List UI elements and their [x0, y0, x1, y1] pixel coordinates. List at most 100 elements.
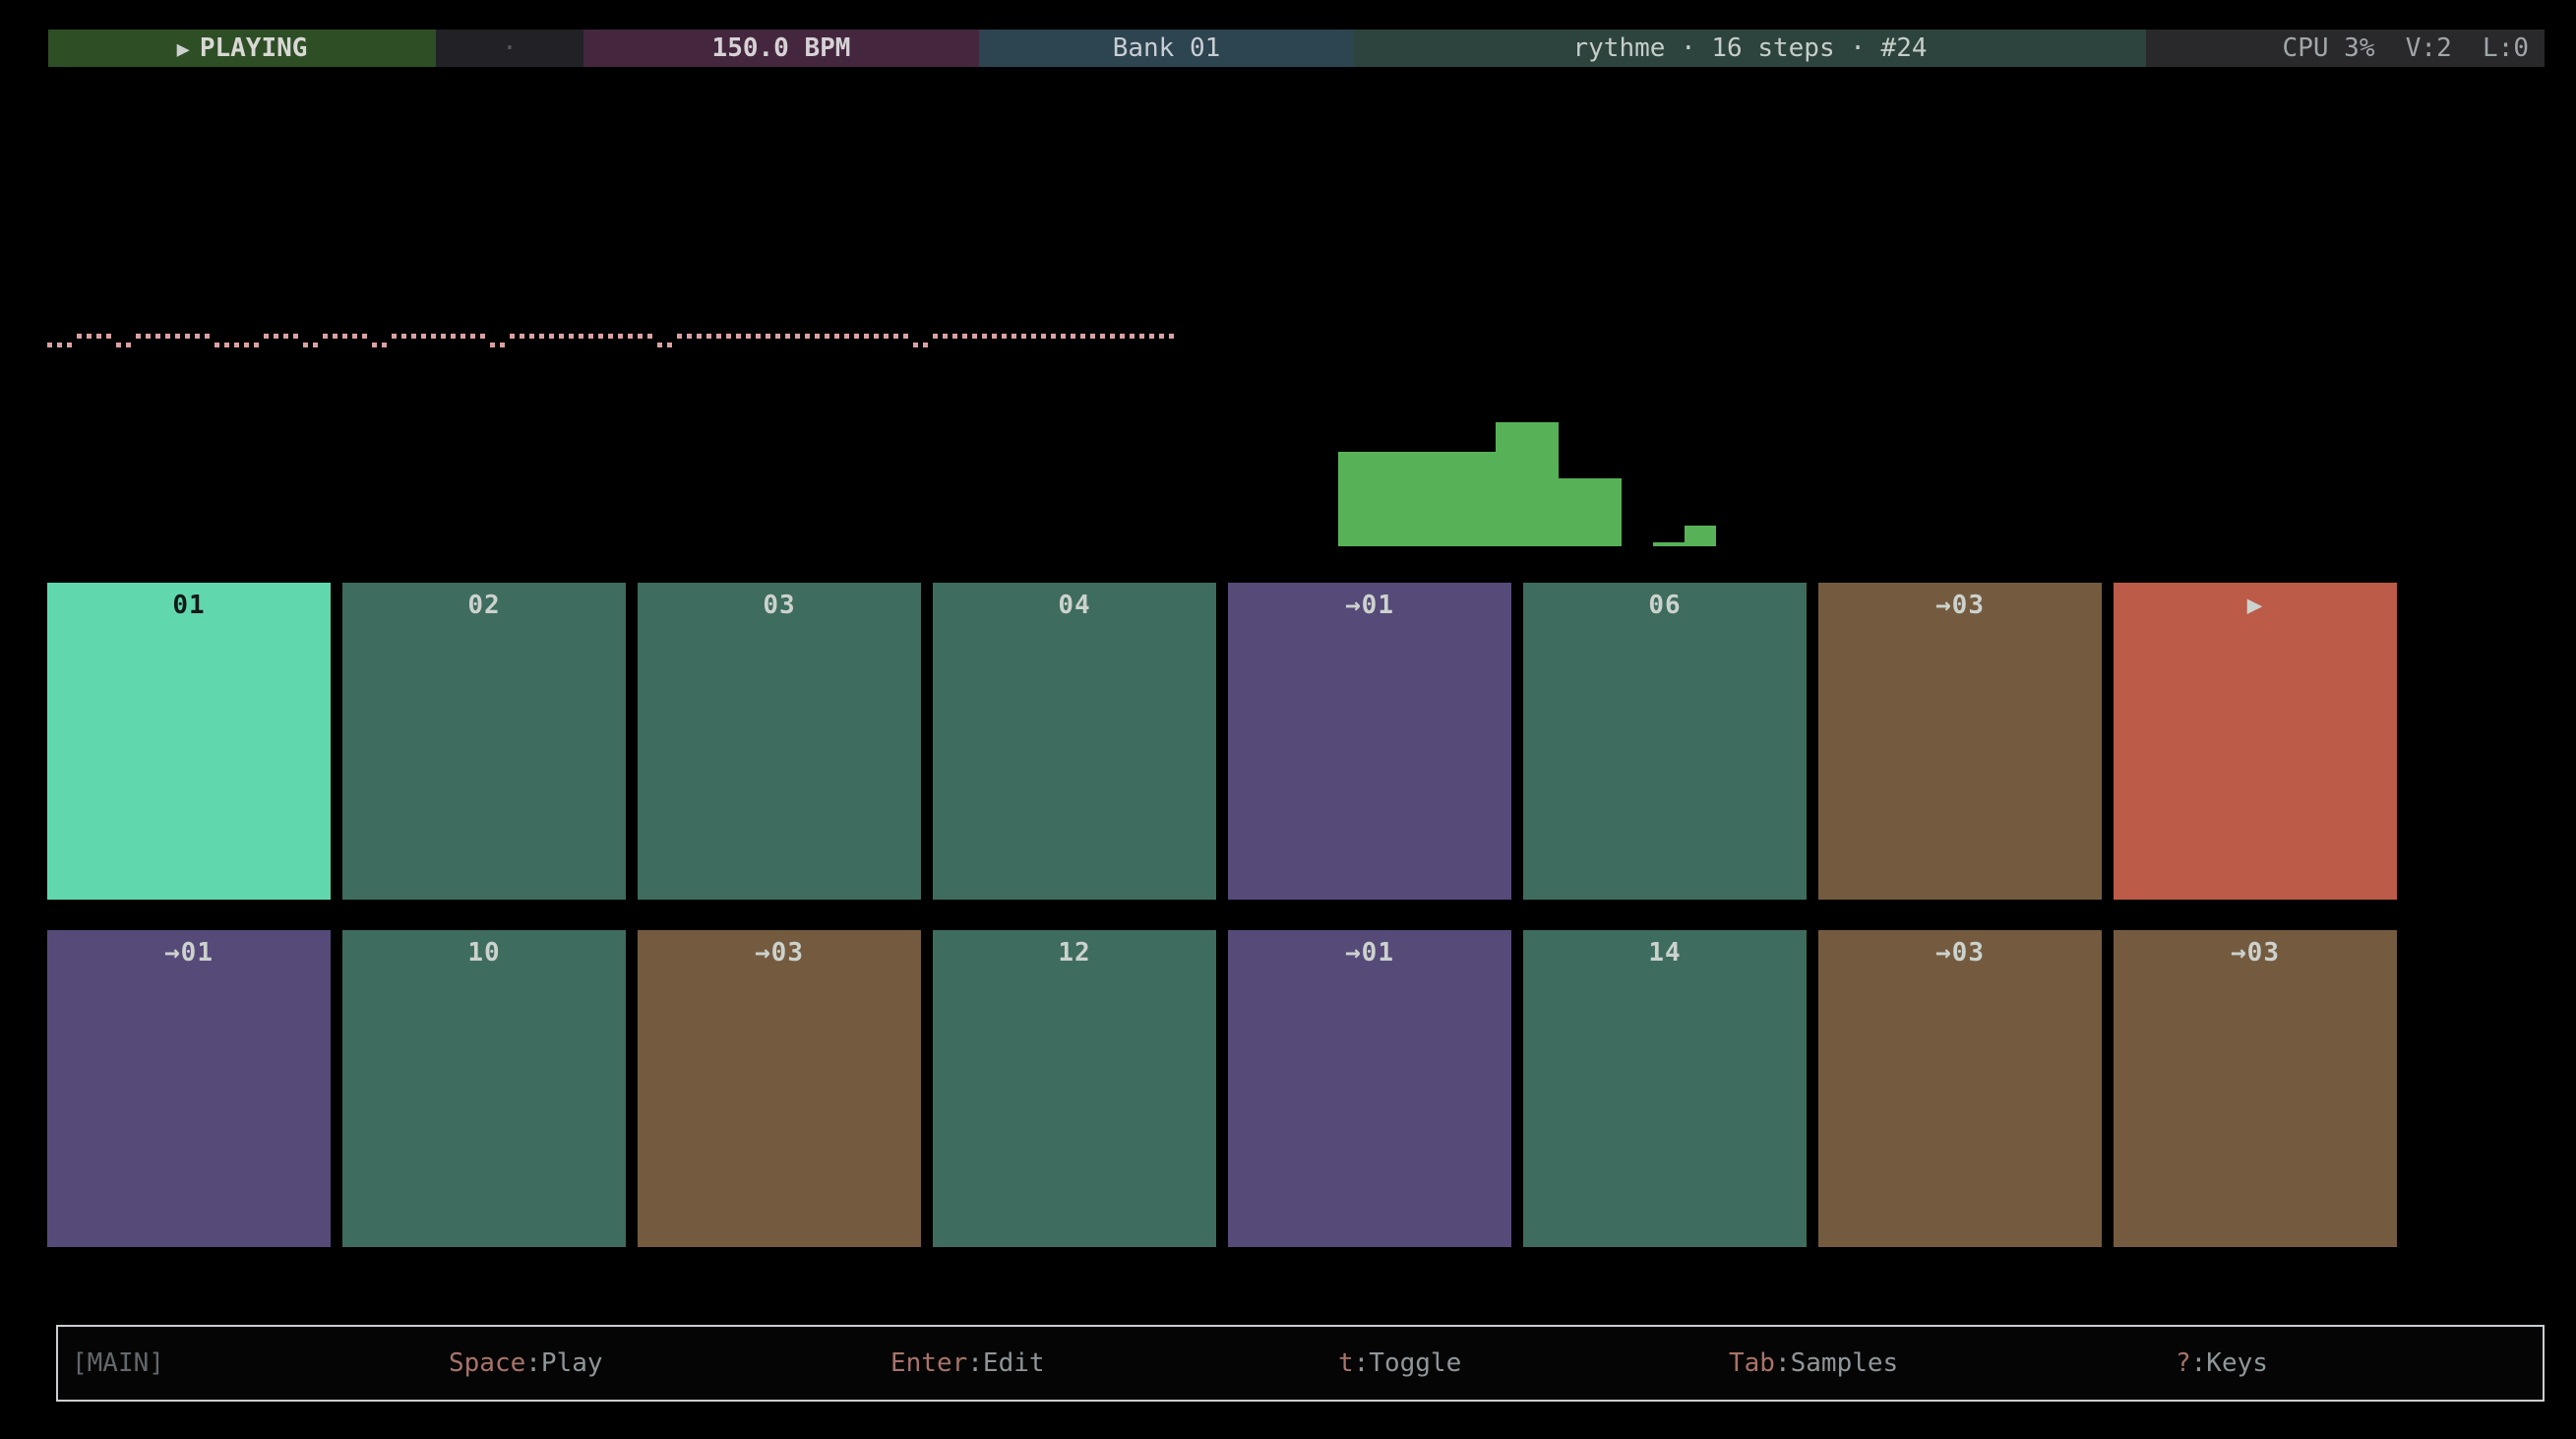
waveform-dot [844, 334, 849, 339]
pad[interactable]: ▶ [2114, 583, 2397, 900]
waveform-dot [264, 334, 269, 339]
waveform-dot [362, 334, 367, 339]
waveform-dot [1080, 334, 1085, 339]
pad-label: →01 [164, 938, 214, 968]
waveform-dot [569, 334, 574, 339]
waveform-dot [155, 334, 160, 339]
hint-key: Enter [890, 1348, 968, 1378]
waveform-dot [746, 334, 751, 339]
transport-label: PLAYING [199, 33, 308, 63]
level-meter [1338, 422, 1716, 546]
waveform-dot [175, 334, 180, 339]
waveform-dot [706, 334, 711, 339]
waveform-dot [460, 334, 465, 339]
level-meter-bar [1338, 452, 1370, 546]
pad[interactable]: 06 [1523, 583, 1807, 900]
waveform-dot [47, 343, 52, 347]
waveform-dot [864, 334, 869, 339]
pad[interactable]: →01 [1228, 930, 1511, 1247]
waveform-dot [96, 334, 101, 339]
waveform-display [47, 334, 1189, 347]
waveform-dot [579, 334, 583, 339]
waveform-dot [293, 334, 298, 339]
waveform-dot [1100, 334, 1105, 339]
waveform-dot [962, 334, 967, 339]
pad-grid: 01 02 03 04 →01 06 →03 ▶ →01 10 →03 12 →01 14 →03 →03 [47, 583, 2397, 1247]
hint-action: :Edit [967, 1348, 1045, 1378]
waveform-dot [421, 334, 426, 339]
pad[interactable]: 01 [47, 583, 331, 900]
waveform-dot [392, 334, 397, 339]
waveform-dot [411, 334, 416, 339]
waveform-dot [116, 343, 121, 347]
pad[interactable]: →01 [47, 930, 331, 1247]
hint-action: :Samples [1774, 1348, 1899, 1378]
hint-key: Tab [1729, 1348, 1775, 1378]
waveform-dot [716, 334, 721, 339]
pad-label: 06 [1648, 591, 1682, 620]
level-meter-bar [1464, 452, 1496, 546]
pad[interactable]: →03 [638, 930, 921, 1247]
pad[interactable]: →03 [2114, 930, 2397, 1247]
pad[interactable]: 02 [342, 583, 626, 900]
pad[interactable]: 10 [342, 930, 626, 1247]
waveform-dot [1159, 334, 1164, 339]
waveform-dot [972, 334, 977, 339]
waveform-dot [323, 334, 328, 339]
pad-label: 04 [1058, 591, 1091, 620]
waveform-dot [372, 343, 377, 347]
waveform-dot [815, 334, 820, 339]
waveform-dot [1051, 334, 1056, 339]
pad[interactable]: 12 [933, 930, 1216, 1247]
transport-status: ▶ PLAYING [48, 30, 436, 67]
waveform-dot [87, 334, 92, 339]
waveform-dot [1169, 334, 1174, 339]
waveform-dot [1090, 334, 1095, 339]
waveform-dot [126, 343, 131, 347]
waveform-dot [274, 334, 278, 339]
level-meter-bar [1527, 422, 1559, 546]
key-hint: Enter:Edit [890, 1327, 1045, 1400]
waveform-dot [923, 343, 928, 347]
waveform-dot [628, 334, 633, 339]
waveform-dot [57, 343, 62, 347]
pad-label: →03 [2231, 938, 2280, 968]
waveform-dot [647, 334, 652, 339]
waveform-dot [333, 334, 337, 339]
pad-label: 12 [1058, 938, 1091, 968]
pad[interactable]: 14 [1523, 930, 1807, 1247]
waveform-dot [1021, 334, 1026, 339]
waveform-dot [549, 334, 554, 339]
waveform-dot [903, 334, 908, 339]
pad-label: 14 [1648, 938, 1682, 968]
pad[interactable]: →03 [1818, 930, 2102, 1247]
system-stats: CPU 3% V:2 L:0 [2146, 30, 2545, 67]
waveform-dot [146, 334, 151, 339]
key-hint: Space:Play [449, 1327, 603, 1400]
pad-label: 01 [172, 591, 206, 620]
waveform-dot [480, 334, 485, 339]
waveform-dot [451, 334, 456, 339]
waveform-dot [667, 343, 672, 347]
waveform-dot [342, 334, 347, 339]
waveform-dot [805, 334, 810, 339]
waveform-dot [529, 334, 534, 339]
waveform-dot [510, 334, 515, 339]
pad[interactable]: →03 [1818, 583, 2102, 900]
key-hint: t:Toggle [1338, 1327, 1461, 1400]
pad[interactable]: 04 [933, 583, 1216, 900]
hint-action: :Toggle [1353, 1348, 1462, 1378]
pad[interactable]: 03 [638, 583, 921, 900]
bank-display: Bank 01 [979, 30, 1354, 67]
level-meter-bar [1653, 542, 1685, 546]
waveform-dot [244, 343, 249, 347]
waveform-dot [254, 343, 259, 347]
waveform-dot [1110, 334, 1115, 339]
waveform-dot [224, 343, 229, 347]
waveform-dot [303, 343, 308, 347]
waveform-dot [638, 334, 643, 339]
waveform-dot [1012, 334, 1016, 339]
pad[interactable]: →01 [1228, 583, 1511, 900]
waveform-dot [795, 334, 800, 339]
pad-label: →03 [755, 938, 804, 968]
